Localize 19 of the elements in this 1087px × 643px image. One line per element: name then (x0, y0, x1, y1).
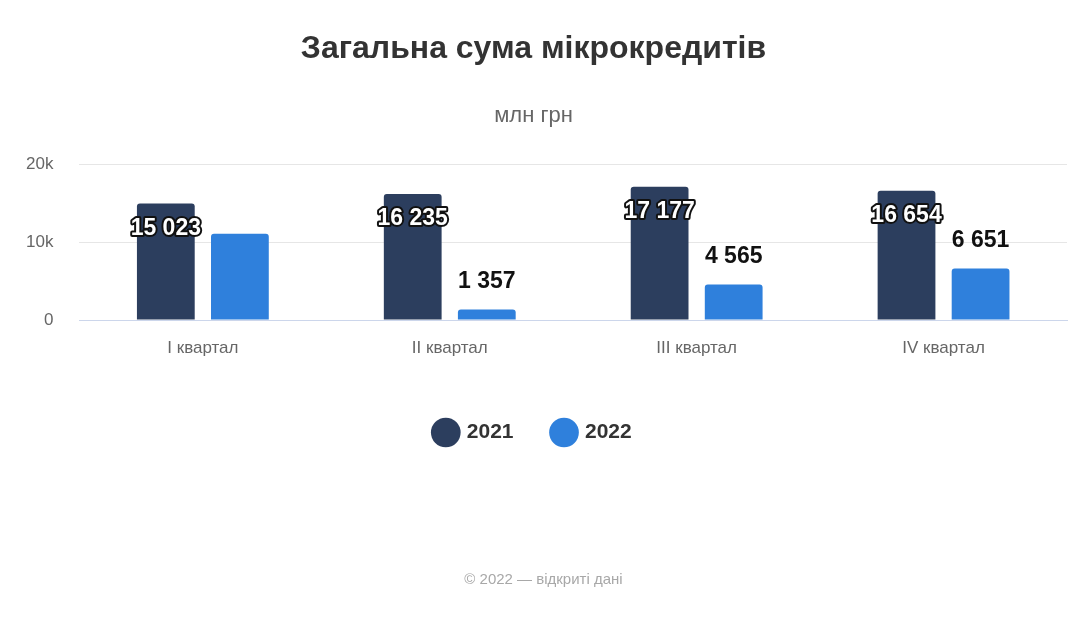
chart-title: Загальна сума мікрокредитів (300, 29, 767, 66)
bar (211, 233, 269, 320)
y-tick-label: 20k (25, 154, 54, 174)
x-tick-label: IV квартал (902, 337, 985, 357)
data-label: 4 565 (704, 241, 763, 268)
data-label: 6 651 (951, 225, 1010, 252)
x-tick-label: II квартал (411, 337, 488, 357)
legend-label: 2022 (585, 419, 632, 443)
text: © 2022 — відкриті дані (464, 570, 623, 588)
x-tick-label: I квартал (167, 337, 239, 357)
bar (704, 284, 763, 320)
y-tick-label: 10k (25, 232, 54, 252)
data-label: 1 357 (458, 266, 516, 293)
chart-subtitle: млн грн (494, 101, 573, 127)
bar (457, 309, 516, 320)
legend-label: 2021 (466, 419, 514, 443)
x-tick-label: III квартал (656, 337, 737, 357)
bar (951, 268, 1010, 320)
y-tick-label: 0 (43, 309, 54, 329)
